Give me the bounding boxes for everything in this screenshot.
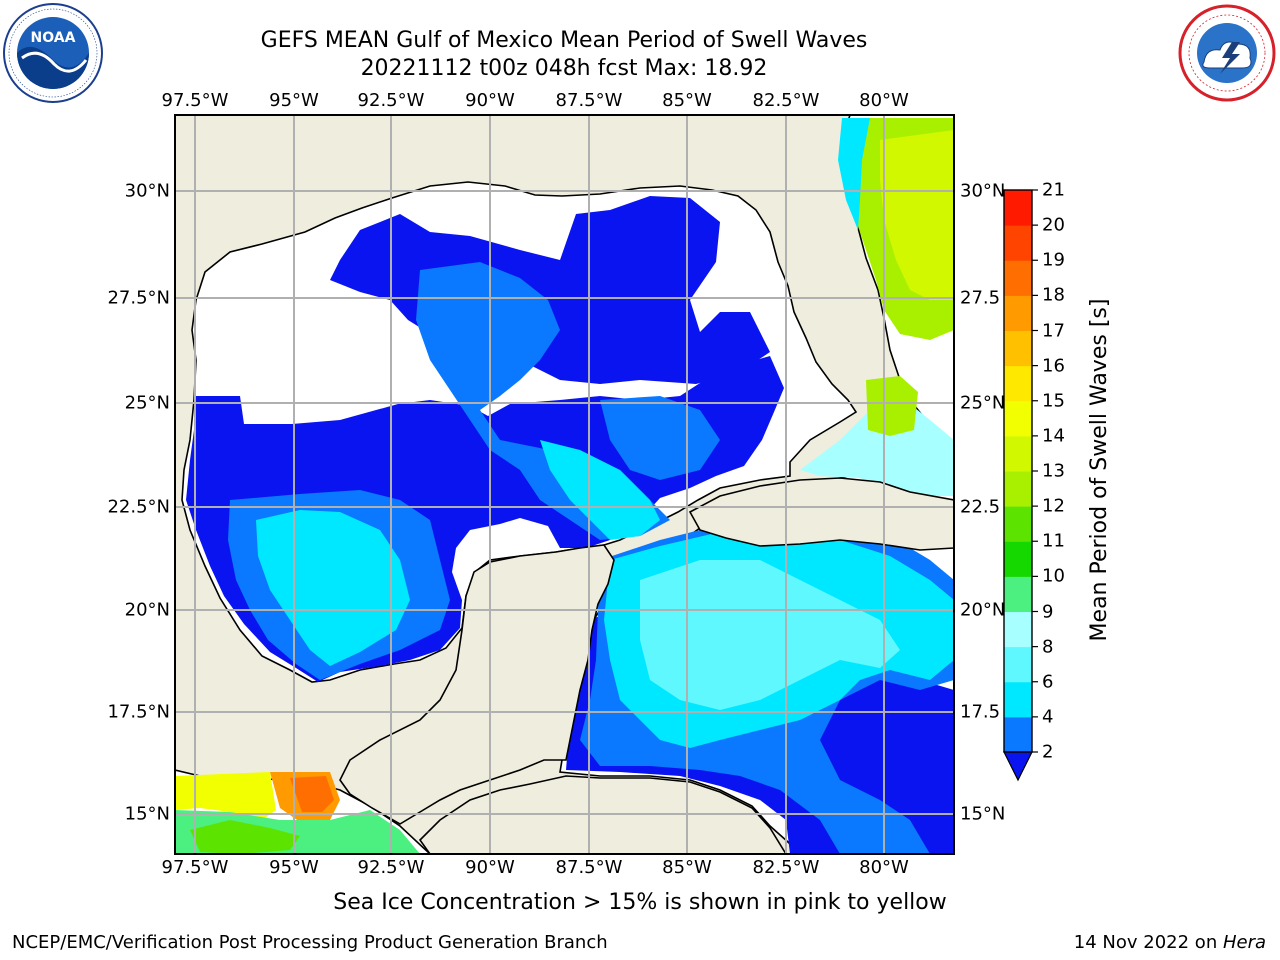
colorbar-band: [1004, 330, 1032, 367]
lon-label-top: 92.5°W: [357, 90, 425, 111]
colorbar-band: [1004, 576, 1032, 612]
footer-machine: Hera: [1222, 932, 1266, 953]
lat-label-left: 17.5°N: [107, 701, 170, 723]
colorbar-band: [1004, 611, 1032, 648]
pacific-band-10-11s: [190, 820, 300, 854]
colorbar-tick-label: 13: [1042, 460, 1065, 482]
lon-label-bottom: 95°W: [269, 857, 319, 878]
colorbar-tick-label: 2: [1042, 741, 1054, 763]
colorbar-tick-label: 19: [1042, 249, 1065, 271]
footer-credit: NCEP/EMC/Verification Post Processing Pr…: [12, 932, 608, 953]
svg-text:NOAA: NOAA: [31, 30, 76, 46]
lon-label-top: 80°W: [859, 90, 909, 111]
lon-label-bottom: 85°W: [662, 857, 712, 878]
footer-date-text: 14 Nov 2022 on: [1073, 932, 1223, 953]
colorbar-band: [1004, 716, 1032, 753]
map-frame: [174, 114, 955, 855]
colorbar-tick-label: 20: [1042, 214, 1065, 236]
lon-label-bottom: 97.5°W: [161, 857, 229, 878]
atlantic-band-4-6s: [838, 118, 870, 230]
lat-label-left: 27.5°N: [107, 287, 170, 309]
colorbar-tick-label: 14: [1042, 425, 1065, 447]
colorbar-tick-label: 15: [1042, 390, 1065, 412]
colorbar-band: [1004, 225, 1032, 261]
lon-label-top: 97.5°W: [161, 90, 229, 111]
colorbar-band: [1004, 435, 1032, 472]
lon-label-top: 90°W: [465, 90, 515, 111]
colorbar-band: [1004, 400, 1032, 437]
colorbar-band: [1004, 190, 1032, 226]
colorbar-tick-label: 11: [1042, 530, 1065, 552]
caribbean-band-6-8s: [640, 560, 900, 710]
colorbar-band: [1004, 260, 1032, 296]
lat-label-left: 15°N: [124, 803, 170, 825]
colorbar-tick-label: 16: [1042, 355, 1065, 377]
lon-label-top: 82.5°W: [752, 90, 820, 111]
lon-label-top: 85°W: [662, 90, 712, 111]
footer-date: 14 Nov 2022 on Hera: [1074, 932, 1266, 953]
pacific-band-14-15s: [175, 772, 276, 820]
colorbar-band: [1004, 471, 1032, 507]
lon-label-bottom: 87.5°W: [555, 857, 623, 878]
lat-label-right: 17.5: [960, 701, 1001, 723]
colorbar-band: [1004, 541, 1032, 577]
colorbar-tick-label: 21: [1042, 179, 1065, 201]
map-subtitle: 20221112 t00z 048h fcst Max: 18.92: [360, 56, 768, 81]
swell-band-2-4s-east: [600, 396, 720, 480]
colorbar-title: Mean Period of Swell Waves [s]: [1087, 298, 1112, 642]
lat-label-right: 15°N: [960, 803, 1006, 825]
colorbar-tick-label: 8: [1042, 636, 1054, 658]
map-title: GEFS MEAN Gulf of Mexico Mean Period of …: [260, 28, 868, 53]
colorbar-band: [1004, 681, 1032, 718]
yucatan-peninsula: [339, 544, 615, 825]
colorbar-under-arrow: [1003, 751, 1033, 782]
lat-label-left: 30°N: [124, 180, 170, 202]
lat-label-right: 20°N: [960, 599, 1006, 621]
lat-label-left: 22.5°N: [107, 496, 170, 518]
lat-label-right: 25°N: [960, 392, 1006, 414]
lon-label-bottom: 82.5°W: [752, 857, 820, 878]
lat-label-left: 25°N: [124, 392, 170, 414]
colorbar: [1003, 189, 1038, 782]
colorbar-band: [1004, 646, 1032, 683]
atlantic-band-13-14s: [880, 130, 954, 300]
lon-label-bottom: 80°W: [859, 857, 909, 878]
colorbar-tick-label: 10: [1042, 565, 1065, 587]
lat-label-right: 27.5: [960, 287, 1001, 309]
colorbar-tick-label: 4: [1042, 706, 1054, 728]
lon-label-top: 95°W: [269, 90, 319, 111]
lon-label-bottom: 90°W: [465, 857, 515, 878]
lat-label-left: 20°N: [124, 599, 170, 621]
sea-ice-note: Sea Ice Concentration > 15% is shown in …: [333, 890, 947, 915]
colorbar-tick-label: 18: [1042, 284, 1065, 306]
graticule: [175, 115, 954, 854]
swell-band-4-6s-east: [540, 440, 660, 540]
lat-label-right: 22.5: [960, 496, 1001, 518]
florida-straits-band: [800, 396, 954, 496]
lon-label-top: 87.5°W: [555, 90, 623, 111]
noaa-logo: NOAA: [3, 3, 103, 103]
colorbar-tick-label: 9: [1042, 601, 1054, 622]
colorbar-tick-label: 6: [1042, 671, 1054, 693]
colorbar-tick-label: 17: [1042, 320, 1065, 341]
lat-label-right: 30°N: [960, 180, 1006, 202]
colorbar-band: [1004, 506, 1032, 542]
colorbar-band: [1004, 365, 1032, 402]
nws-logo: [1178, 4, 1276, 102]
colorbar-tick-label: 12: [1042, 495, 1065, 517]
florida-keys-band: [866, 376, 918, 436]
lon-label-bottom: 92.5°W: [357, 857, 425, 878]
pacific-band-18-19s: [290, 776, 334, 812]
colorbar-band: [1004, 295, 1032, 331]
